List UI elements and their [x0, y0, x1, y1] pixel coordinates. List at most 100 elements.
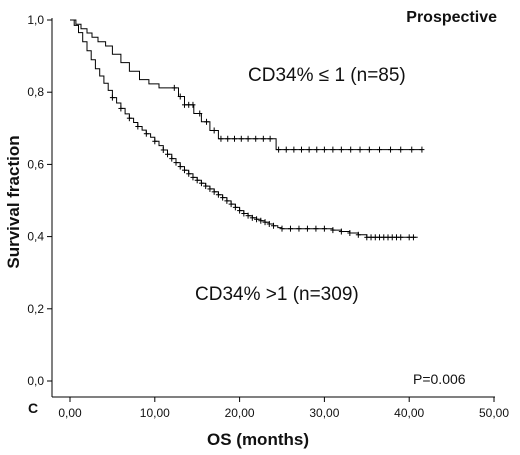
censor-mark — [232, 204, 238, 211]
censor-mark — [348, 146, 354, 153]
censor-mark — [266, 220, 272, 227]
censor-mark — [194, 177, 200, 184]
x-tick-label: 20,00 — [225, 406, 255, 420]
censor-mark — [165, 151, 171, 158]
censor-mark — [385, 234, 391, 241]
censor-mark — [366, 146, 372, 153]
censor-mark — [258, 217, 264, 224]
censor-mark — [377, 146, 383, 153]
censor-mark — [262, 219, 268, 226]
censor-mark — [355, 231, 361, 238]
censor-mark — [306, 146, 312, 153]
censor-mark — [398, 234, 404, 241]
censor-mark — [238, 135, 244, 142]
censor-mark — [419, 146, 425, 153]
chart-title: Prospective — [406, 9, 497, 26]
censor-mark — [299, 146, 305, 153]
group-label-high: CD34% >1 (n=309) — [195, 284, 359, 305]
censor-mark — [245, 212, 251, 219]
survival-curve — [70, 19, 418, 238]
censor-mark — [177, 163, 183, 170]
x-tick-label: 40,00 — [394, 406, 424, 420]
y-axis-title: Survival fraction — [4, 135, 23, 268]
censor-mark — [211, 188, 217, 195]
censor-mark — [283, 146, 289, 153]
censor-mark — [204, 118, 210, 125]
censor-mark — [338, 146, 344, 153]
y-tick-label: 0,2 — [27, 302, 44, 316]
censor-mark — [381, 234, 387, 241]
censor-mark — [314, 146, 320, 153]
censor-mark — [313, 225, 319, 232]
censor-mark — [291, 146, 297, 153]
censor-mark — [207, 185, 213, 192]
censor-mark — [393, 234, 399, 241]
censor-mark — [253, 135, 259, 142]
censor-mark — [203, 183, 209, 190]
censor-mark — [198, 180, 204, 187]
censor-mark — [276, 146, 282, 153]
panel-label: C — [28, 400, 38, 416]
censor-mark — [225, 135, 231, 142]
censor-mark — [330, 146, 336, 153]
censor-mark — [181, 167, 187, 174]
censor-mark — [109, 94, 115, 101]
censor-mark — [279, 225, 285, 232]
censor-mark — [364, 234, 370, 241]
censor-mark — [215, 191, 221, 198]
group-label-low: CD34% ≤ 1 (n=85) — [248, 65, 406, 86]
censor-mark — [228, 201, 234, 208]
x-tick-label: 10,00 — [140, 406, 170, 420]
x-tick-label: 0,00 — [58, 406, 82, 420]
censor-mark — [296, 225, 302, 232]
censor-mark — [271, 222, 277, 229]
censor-mark — [249, 214, 255, 221]
x-tick-label: 30,00 — [309, 406, 339, 420]
censor-mark — [186, 101, 192, 108]
series-layer — [70, 19, 425, 241]
censor-mark — [181, 101, 187, 108]
x-tick-label: 50,00 — [479, 406, 509, 420]
censor-mark — [224, 197, 230, 204]
censor-mark — [398, 146, 404, 153]
y-tick-label: 0,8 — [27, 85, 44, 99]
censor-mark — [321, 225, 327, 232]
censor-mark — [126, 115, 132, 122]
censor-mark — [135, 123, 141, 130]
censor-mark — [357, 146, 363, 153]
censor-mark — [190, 174, 196, 181]
censor-mark — [347, 229, 353, 236]
censor-mark — [406, 234, 412, 241]
censor-mark — [190, 101, 196, 108]
y-tick-label: 0,6 — [27, 157, 44, 171]
censor-mark — [143, 130, 149, 137]
censor-mark — [169, 155, 175, 162]
chart-axes — [51, 18, 495, 398]
censor-mark — [260, 135, 266, 142]
censor-mark — [160, 146, 166, 153]
censor-mark — [377, 234, 383, 241]
censor-mark — [186, 170, 192, 177]
censor-mark — [368, 234, 374, 241]
censor-mark — [254, 216, 260, 223]
censor-mark — [152, 138, 158, 145]
censor-mark — [177, 93, 183, 100]
censor-mark — [304, 225, 310, 232]
y-axis-ticks: 0,0 0,2 0,4 0,6 0,8 1,0 — [27, 13, 52, 388]
censor-mark — [372, 234, 378, 241]
censor-mark — [171, 84, 177, 91]
censor-mark — [287, 225, 293, 232]
censor-mark — [267, 135, 273, 142]
censor-mark — [197, 110, 203, 117]
censor-mark — [218, 135, 224, 142]
censor-mark — [338, 228, 344, 235]
censor-mark — [118, 105, 124, 112]
censor-mark — [173, 159, 179, 166]
censor-mark — [409, 146, 415, 153]
censor-mark — [245, 135, 251, 142]
censor-mark — [321, 146, 327, 153]
censor-mark — [388, 146, 394, 153]
censor-mark — [389, 234, 395, 241]
censor-mark — [232, 135, 238, 142]
